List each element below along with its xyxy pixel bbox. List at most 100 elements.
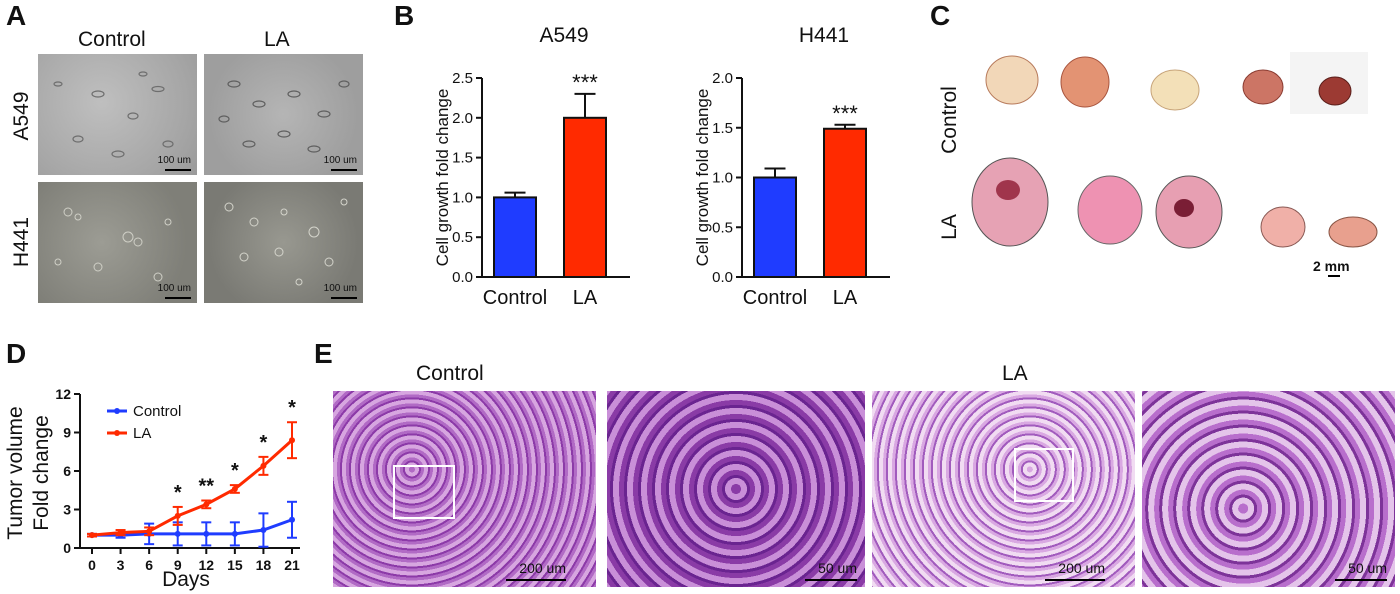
micrograph-h441-control: 100 um: [38, 182, 197, 303]
data-point-la: [289, 437, 295, 444]
y-tick-label: 9: [63, 425, 71, 441]
x-tick-label: LA: [573, 287, 598, 309]
scale-bar: 100 um: [151, 283, 191, 299]
y-tick-label: 1.0: [712, 170, 733, 187]
scale-bar-label: 100 um: [323, 155, 357, 166]
data-point-la: [260, 462, 267, 469]
x-tick-label: 9: [174, 557, 182, 573]
legend-label-la: LA: [133, 425, 151, 442]
y-tick-label: 0.5: [712, 219, 733, 236]
x-tick-label: LA: [833, 287, 858, 309]
x-tick-label: 0: [88, 557, 96, 573]
tumor-la-1-spot: [996, 180, 1020, 200]
micrograph-a549-la: 100 um: [204, 54, 363, 175]
scale-bar-label: 100 um: [157, 283, 191, 294]
panel-e-group-label-la: LA: [1002, 362, 1028, 385]
significance-mark: ***: [832, 101, 858, 126]
y-axis-label: Cell growth fold change: [433, 89, 452, 267]
data-point-control: [289, 516, 295, 523]
tumor-control-3: [1150, 69, 1200, 111]
y-tick-label: 6: [63, 463, 71, 479]
data-point-la: [174, 512, 181, 519]
panel-a-row-label-a549: A549: [10, 91, 33, 141]
data-point-control: [174, 530, 181, 537]
y-tick-label: 12: [55, 386, 71, 402]
tumor-control-5: [1318, 76, 1352, 106]
legend-marker-la: [114, 430, 120, 436]
data-point-la: [203, 501, 210, 508]
bar-la: [823, 127, 867, 279]
x-tick-label: 15: [227, 557, 243, 573]
scale-bar-line-c: [1328, 275, 1340, 277]
tumor-control-4: [1242, 69, 1284, 105]
tumor-la-2: [1077, 175, 1143, 245]
scale-bar-line: [1335, 579, 1387, 581]
scale-bar-label: 50 um: [818, 560, 857, 576]
scale-bar-label-c: 2 mm: [1313, 258, 1350, 274]
significance-mark: *: [260, 432, 268, 454]
bar-control: [493, 196, 537, 278]
x-axis-label: Days: [162, 568, 210, 591]
data-point-control: [203, 530, 210, 537]
y-tick-label: 2.0: [452, 110, 473, 127]
scale-bar-line: [506, 579, 566, 581]
scale-bar-label: 100 um: [157, 155, 191, 166]
panel-c-row-label-control: Control: [938, 86, 961, 154]
data-point-la: [146, 528, 153, 535]
x-tick-label: 3: [117, 557, 125, 573]
legend-marker-control: [114, 408, 120, 414]
y-tick-label: 2.0: [712, 70, 733, 87]
data-point-control: [231, 530, 238, 537]
y-tick-label: 0: [63, 540, 71, 556]
scale-bar: 100 um: [317, 283, 357, 299]
scale-bar-line: [165, 297, 191, 299]
panel-letter-c: C: [930, 0, 951, 31]
scale-bar-label: 200 um: [519, 560, 566, 576]
tumor-la-5: [1328, 216, 1378, 248]
bar-la: [563, 116, 607, 278]
he-image-control-high: 50 um: [607, 391, 865, 587]
y-tick-label: 2.5: [452, 70, 473, 87]
he-image-la-high: 50 um: [1142, 391, 1395, 587]
scale-bar: 200 um: [496, 559, 566, 581]
series-line-la: [91, 439, 294, 537]
y-axis-label: Cell growth fold change: [693, 89, 712, 267]
tumor-photos: [971, 52, 1378, 249]
inset-box: [1014, 448, 1074, 502]
scale-bar: 50 um: [797, 559, 857, 581]
data-point-la: [89, 532, 95, 539]
he-image-control-low: 200 um: [333, 391, 596, 587]
scale-bar-line: [165, 169, 191, 171]
panel-letter-d: D: [6, 338, 27, 369]
micrograph-h441-la: 100 um: [204, 182, 363, 303]
inset-box: [393, 465, 455, 519]
tumor-la-4: [1260, 206, 1306, 248]
he-image-la-low: 200 um: [872, 391, 1135, 587]
tumor-control-1: [985, 55, 1039, 105]
scale-bar-label: 200 um: [1058, 560, 1105, 576]
y-tick-label: 0.0: [452, 269, 473, 286]
significance-mark: **: [198, 476, 214, 498]
significance-mark: *: [231, 460, 239, 482]
legend-label-control: Control: [133, 403, 181, 420]
scale-bar-line: [805, 579, 857, 581]
scale-bar-label: 100 um: [323, 283, 357, 294]
panel-c-row-label-la: LA: [938, 214, 961, 240]
y-tick-label: 0.0: [712, 269, 733, 286]
micrograph-a549-control: 100 um: [38, 54, 197, 175]
panel-a-row-label-h441: H441: [10, 216, 33, 268]
y-tick-label: 1.0: [452, 189, 473, 206]
panel-a-col-label-control: Control: [78, 28, 146, 51]
y-axis-label-line: Fold change: [30, 415, 53, 531]
x-tick-label: 18: [256, 557, 272, 573]
y-axis-label-line: Tumor volume: [4, 406, 27, 539]
panel-letter-b: B: [394, 0, 415, 31]
scale-bar-line: [331, 297, 357, 299]
tumor-la-1: [971, 157, 1049, 247]
chart-title: H441: [799, 24, 849, 47]
y-tick-label: 1.5: [452, 150, 473, 167]
scale-bar-label: 50 um: [1348, 560, 1387, 576]
data-point-control: [260, 527, 267, 534]
panel-letter-e: E: [314, 338, 333, 369]
